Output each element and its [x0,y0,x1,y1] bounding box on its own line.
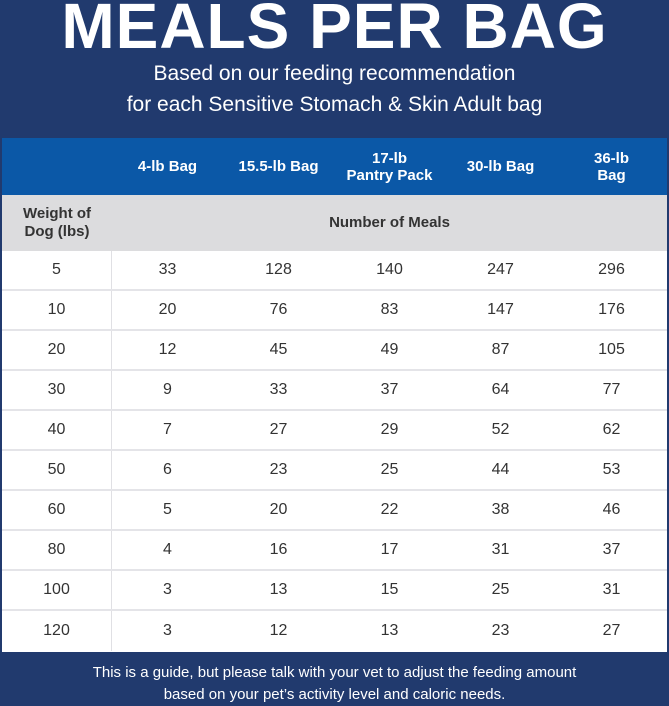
meal-count-cell: 25 [491,581,510,598]
footer-line-1: This is a guide, but please talk with yo… [92,664,577,681]
meal-count-cell: 76 [269,301,288,318]
meal-count-cell: 128 [265,261,292,278]
meal-count-cell: 37 [602,541,621,558]
meal-count-cell: 77 [602,381,621,398]
meal-count-cell: 31 [491,541,510,558]
table-body: 5 33 128 140 247 296 10 20 76 83 147 176 20 12 45 49 87 1… [2,251,667,651]
meal-count-cell: 176 [598,301,625,318]
meal-count-cell: 25 [380,461,399,478]
meal-count-cell: 20 [158,301,177,318]
meal-count-cell: 44 [491,461,510,478]
subheader-row: Weight of Dog (lbs) Number of Meals [2,195,667,251]
table-row: 10 20 76 83 147 176 [2,291,667,331]
meal-count-cell: 6 [163,461,172,478]
meal-count-cell: 247 [487,261,514,278]
dog-weight-cell: 5 [2,251,112,289]
meal-count-cell: 12 [269,622,288,639]
subtitle-line-1: Based on our feeding recommendation [153,62,516,85]
table-row: 40 7 27 29 52 62 [2,411,667,451]
meal-count-cell: 23 [491,622,510,639]
meal-count-cell: 46 [602,501,621,518]
meal-count-cell: 140 [376,261,403,278]
dog-weight-cell: 50 [2,451,112,489]
header-empty [2,138,112,195]
dog-weight-cell: 40 [2,411,112,449]
meal-count-cell: 53 [602,461,621,478]
table-row: 5 33 128 140 247 296 [2,251,667,291]
meal-count-cell: 27 [602,622,621,639]
meal-count-cell: 147 [487,301,514,318]
subtitle-line-2: for each Sensitive Stomach & Skin Adult … [126,93,543,116]
meal-count-cell: 62 [602,421,621,438]
table-row: 80 4 16 17 31 37 [2,531,667,571]
table-row: 20 12 45 49 87 105 [2,331,667,371]
dog-weight-cell: 60 [2,491,112,529]
header-4lb: 4-lb Bag [137,158,198,175]
dog-weight-cell: 120 [2,611,112,651]
meal-count-cell: 29 [380,421,399,438]
table-row: 50 6 23 25 44 53 [2,451,667,491]
bag-size-header-row: 4-lb Bag 15.5-lb Bag 17-lb Pantry Pack 3… [2,138,667,195]
footer-line-2: based on your pet’s activity level and c… [163,686,506,703]
table-row: 100 3 13 15 25 31 [2,571,667,611]
table-row: 60 5 20 22 38 46 [2,491,667,531]
header-36lb: 36-lb Bag [593,149,629,184]
meal-count-cell: 64 [491,381,510,398]
header-30lb: 30-lb Bag [466,158,535,175]
meal-count-cell: 296 [598,261,625,278]
meal-count-cell: 38 [491,501,510,518]
meal-count-cell: 4 [163,541,172,558]
meal-count-cell: 105 [598,341,625,358]
meal-count-cell: 27 [269,421,288,438]
page-title: MEALS PER BAG [61,0,608,62]
meal-count-cell: 37 [380,381,399,398]
meal-count-cell: 16 [269,541,288,558]
dog-weight-cell: 80 [2,531,112,569]
dog-weight-cell: 20 [2,331,112,369]
meal-count-cell: 45 [269,341,288,358]
meal-count-cell: 31 [602,581,621,598]
dog-weight-cell: 100 [2,571,112,609]
header-17lb: 17-lb Pantry Pack [346,149,433,184]
meal-count-cell: 15 [380,581,399,598]
dog-weight-cell: 30 [2,371,112,409]
meal-count-cell: 52 [491,421,510,438]
meal-count-cell: 33 [158,261,177,278]
meal-count-cell: 5 [163,501,172,518]
meal-count-cell: 12 [158,341,177,358]
table-row: 30 9 33 37 64 77 [2,371,667,411]
footer-note: This is a guide, but please talk with yo… [0,662,669,706]
meal-count-cell: 20 [269,501,288,518]
header-15-5lb: 15.5-lb Bag [238,158,319,175]
dog-weight-cell: 10 [2,291,112,329]
meal-count-cell: 13 [269,581,288,598]
meal-count-cell: 3 [163,622,172,639]
meal-count-cell: 23 [269,461,288,478]
table-row: 120 3 12 13 23 27 [2,611,667,651]
weight-header: Weight of Dog (lbs) [22,205,92,240]
meal-count-cell: 3 [163,581,172,598]
meal-count-cell: 22 [380,501,399,518]
meal-count-cell: 9 [163,381,172,398]
meal-count-cell: 7 [163,421,172,438]
meals-table: 4-lb Bag 15.5-lb Bag 17-lb Pantry Pack 3… [2,138,667,652]
meal-count-cell: 49 [380,341,399,358]
meal-count-cell: 33 [269,381,288,398]
meal-count-cell: 13 [380,622,399,639]
meal-count-cell: 87 [491,341,510,358]
meal-count-cell: 83 [380,301,399,318]
meal-count-cell: 17 [380,541,399,558]
number-of-meals-header: Number of Meals [329,214,450,231]
